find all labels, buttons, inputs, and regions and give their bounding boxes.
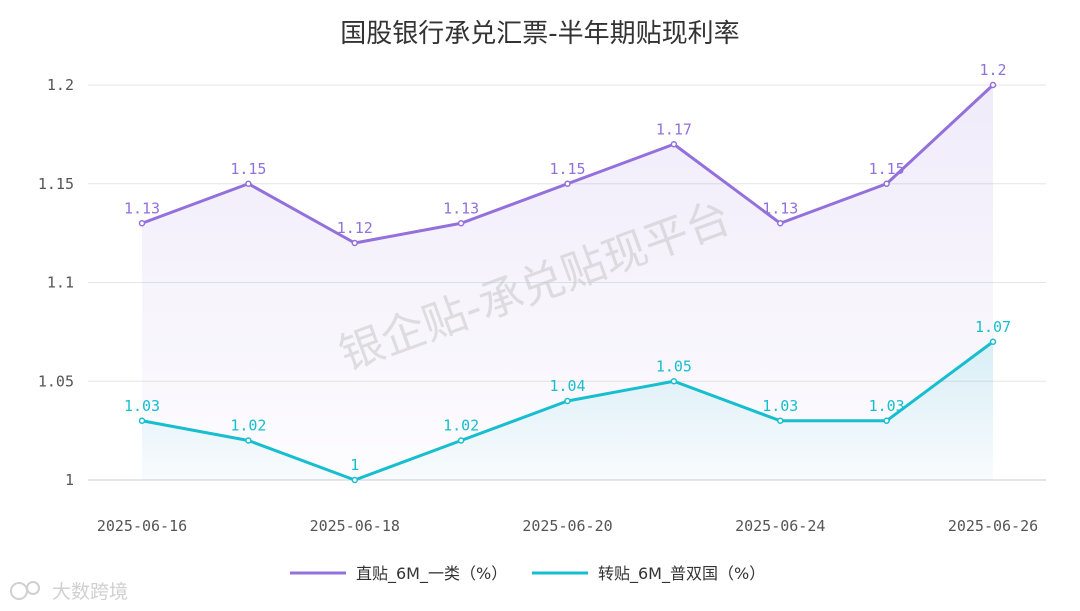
data-point[interactable] bbox=[670, 141, 678, 148]
data-point[interactable] bbox=[989, 81, 997, 89]
data-point[interactable] bbox=[245, 437, 252, 444]
brand-icon bbox=[10, 582, 28, 600]
data-label: 1.15 bbox=[230, 160, 266, 178]
series-points bbox=[138, 81, 997, 484]
y-tick-label: 1 bbox=[65, 471, 74, 489]
x-tick-label: 2025-06-20 bbox=[522, 517, 612, 535]
data-point[interactable] bbox=[138, 220, 146, 227]
y-tick-label: 1.2 bbox=[47, 76, 74, 94]
data-label: 1.02 bbox=[443, 417, 479, 435]
data-label: 1.12 bbox=[337, 219, 373, 237]
data-point[interactable] bbox=[138, 417, 146, 424]
data-point[interactable] bbox=[245, 180, 252, 187]
legend-label: 转贴_6M_普双国（%） bbox=[598, 564, 765, 584]
y-tick-label: 1.05 bbox=[38, 372, 74, 390]
brand-icon-dot bbox=[26, 581, 40, 595]
y-axis: 1 1.05 1.1 1.15 1.2 bbox=[38, 76, 74, 489]
data-point[interactable] bbox=[670, 378, 678, 385]
data-label: 1.03 bbox=[869, 397, 905, 415]
data-label: 1.15 bbox=[869, 160, 905, 178]
data-label: 1.17 bbox=[656, 120, 692, 138]
data-label: 1.03 bbox=[762, 397, 798, 415]
data-point[interactable] bbox=[777, 417, 784, 424]
x-tick-label: 2025-06-24 bbox=[735, 517, 825, 535]
series-area-0 bbox=[142, 85, 993, 480]
x-axis: 2025-06-16 2025-06-18 2025-06-20 2025-06-24… bbox=[97, 517, 1038, 535]
x-tick-label: 2025-06-16 bbox=[97, 517, 187, 535]
brand-text: 大数跨境 bbox=[52, 581, 128, 603]
data-point[interactable] bbox=[883, 417, 890, 424]
legend-item-0[interactable]: 直贴_6M_一类（%） bbox=[290, 564, 507, 584]
data-label: 1.2 bbox=[979, 61, 1006, 79]
data-point[interactable] bbox=[989, 338, 997, 345]
brand-logo: 大数跨境 bbox=[10, 581, 128, 603]
chart-title: 国股银行承兑汇票-半年期贴现利率 bbox=[340, 19, 739, 49]
data-label: 1.13 bbox=[762, 199, 798, 217]
data-label: 1.13 bbox=[443, 199, 479, 217]
data-label: 1.13 bbox=[124, 199, 160, 217]
y-tick-label: 1.15 bbox=[38, 175, 74, 193]
data-label: 1.02 bbox=[230, 417, 266, 435]
data-label: 1.05 bbox=[656, 357, 692, 375]
data-point[interactable] bbox=[457, 220, 465, 227]
data-point[interactable] bbox=[883, 180, 890, 187]
data-point[interactable] bbox=[351, 239, 358, 247]
data-label: 1.04 bbox=[549, 377, 585, 395]
data-label: 1.07 bbox=[975, 318, 1011, 336]
data-point[interactable] bbox=[777, 220, 784, 227]
x-tick-label: 2025-06-26 bbox=[948, 517, 1038, 535]
y-tick-label: 1.1 bbox=[47, 274, 74, 292]
data-point[interactable] bbox=[564, 397, 571, 405]
data-label: 1.15 bbox=[549, 160, 585, 178]
series-area-1 bbox=[142, 341, 993, 480]
series-areas bbox=[142, 85, 993, 480]
data-labels: 1.13 1.15 1.12 1.13 1.15 1.17 1.13 1.15 1.2 1.03 1… bbox=[124, 61, 1011, 474]
legend: 直贴_6M_一类（%） 转贴_6M_普双国（%） bbox=[290, 564, 765, 584]
legend-item-1[interactable]: 转贴_6M_普双国（%） bbox=[532, 564, 765, 584]
x-tick-label: 2025-06-18 bbox=[310, 517, 400, 535]
data-label: 1 bbox=[350, 456, 359, 474]
data-label: 1.03 bbox=[124, 397, 160, 415]
legend-label: 直贴_6M_一类（%） bbox=[356, 564, 507, 584]
data-point[interactable] bbox=[564, 180, 571, 187]
data-point[interactable] bbox=[457, 437, 465, 444]
data-point[interactable] bbox=[351, 476, 358, 484]
